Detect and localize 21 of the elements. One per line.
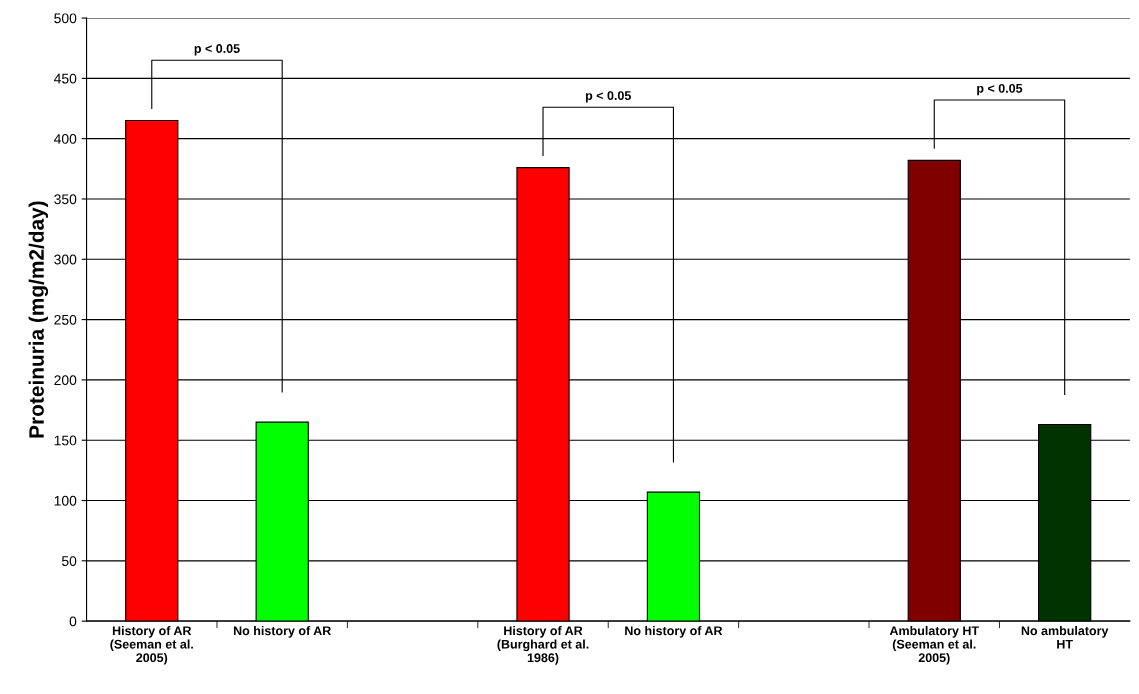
x-tick-label: No history of AR [625, 625, 723, 638]
y-axis-title: Proteinuria (mg/m2/day) [28, 201, 49, 438]
y-tick-label: 200 [54, 375, 77, 386]
y-tick-label: 100 [54, 495, 77, 506]
y-tick-label: 150 [54, 435, 77, 446]
annotation: p < 0.05 [585, 91, 631, 103]
annotation: p < 0.05 [977, 83, 1023, 96]
y-tick-label: 400 [53, 134, 77, 144]
y-tick-label: 450 [53, 73, 77, 84]
y-tick-label: 300 [54, 254, 77, 265]
y-tick-label: 500 [54, 13, 77, 24]
annotation: p < 0.05 [194, 44, 240, 56]
x-tick-label: No history of AR [233, 625, 331, 638]
x-tick-label: History of AR (Burghard et al. 1986) [497, 625, 589, 665]
y-tick-label: 50 [61, 556, 77, 566]
y-tick-label: 250 [54, 314, 77, 325]
x-tick-label: Ambulatory HT (Seeman et al. 2005) [889, 625, 979, 665]
y-tick-label: 350 [54, 194, 77, 205]
x-tick-label: No ambulatory HT [1021, 625, 1109, 649]
y-tick-label: 0 [69, 616, 77, 627]
x-tick-label: History of AR (Seeman et al. 2005) [110, 625, 193, 665]
